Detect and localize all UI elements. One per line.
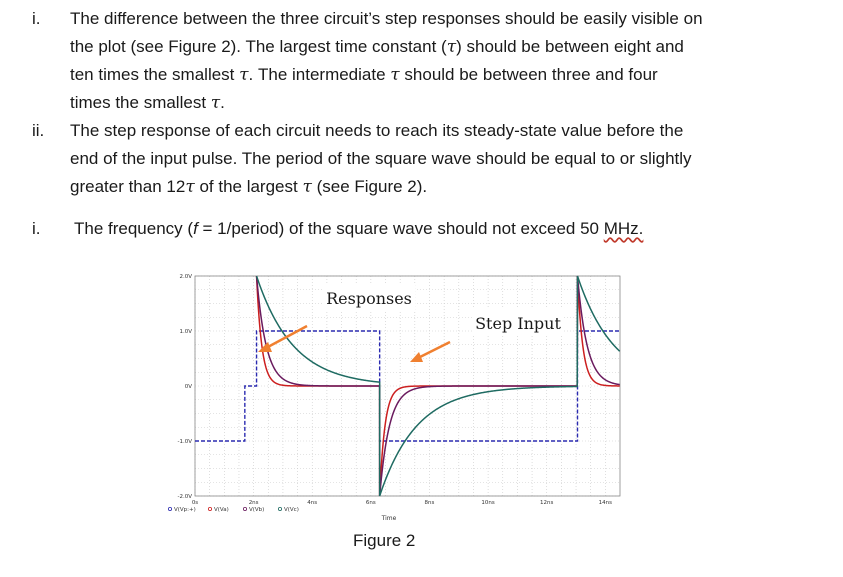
y-tick-label: -1.0V (178, 439, 193, 445)
responses-label: Responses (326, 289, 412, 308)
legend-entry: V(Vp:+) (174, 507, 196, 513)
x-tick-label: 2ns (249, 500, 259, 506)
y-tick-label: 0V (185, 384, 192, 390)
x-tick-labels: 0s 2ns 4ns 6ns 8ns 10ns 12ns 14ns (192, 500, 612, 506)
arrow-right (410, 340, 451, 362)
item-2-line-1: The step response of each circuit needs … (70, 121, 684, 140)
plot-legend: V(Vp:+) V(Va) V(Vb) V(Vc) (167, 506, 299, 513)
series-c (255, 275, 621, 497)
item-1-line-3: ten times the smallest τ. The intermedia… (70, 65, 658, 85)
item-1-line-4: times the smallest τ. (70, 93, 225, 113)
x-tick-label: 4ns (307, 500, 317, 506)
x-tick-label: 14ns (599, 500, 612, 506)
item-1-line-2: the plot (see Figure 2). The largest tim… (70, 37, 684, 57)
y-tick-label: 2.0V (179, 274, 192, 280)
item-1-line-1: The difference between the three circuit… (70, 9, 703, 28)
plot-border (194, 275, 621, 497)
y-tick-label: -2.0V (178, 494, 193, 500)
arrow-left (258, 324, 308, 352)
legend-marker (208, 506, 213, 511)
item-1-marker: i. (32, 9, 41, 28)
x-tick-label: 8ns (425, 500, 435, 506)
legend-entry: V(Vc) (284, 507, 299, 513)
legend-marker (167, 506, 172, 511)
x-tick-label: 10ns (481, 500, 494, 506)
plot-curves (195, 275, 621, 497)
plot-frame (194, 275, 621, 497)
x-tick-label: 0s (192, 500, 198, 506)
legend-entry: V(Vb) (249, 507, 264, 513)
x-tick-label: 12ns (540, 500, 553, 506)
x-tick-label: 6ns (366, 500, 376, 506)
legend-entry: V(Va) (214, 507, 229, 513)
item-3-line-1: The frequency (f = 1/period) of the squa… (74, 219, 644, 238)
figure-caption: Figure 2 (353, 531, 416, 550)
legend-marker (277, 506, 282, 511)
legend-marker (243, 506, 248, 511)
y-tick-label: 1.0V (179, 329, 192, 335)
item-2-line-2: end of the input pulse. The period of th… (70, 149, 692, 168)
x-axis-label: Time (381, 515, 397, 522)
item-3-marker: i. (32, 219, 41, 238)
item-2-marker: ii. (32, 121, 45, 140)
step-response-plot: 2.0V 1.0V 0V -1.0V -2.0V 0s 2ns 4ns 6ns 8ns 10ns 1… (167, 274, 621, 522)
responses-label-bg (323, 284, 415, 310)
step-input-label: Step Input (475, 314, 561, 333)
y-tick-labels: 2.0V 1.0V 0V -1.0V -2.0V (178, 274, 193, 500)
step-input-label-bg (472, 309, 564, 335)
item-2-line-3: greater than 12τ of the largest τ (see F… (70, 177, 428, 197)
series-b (255, 275, 620, 497)
